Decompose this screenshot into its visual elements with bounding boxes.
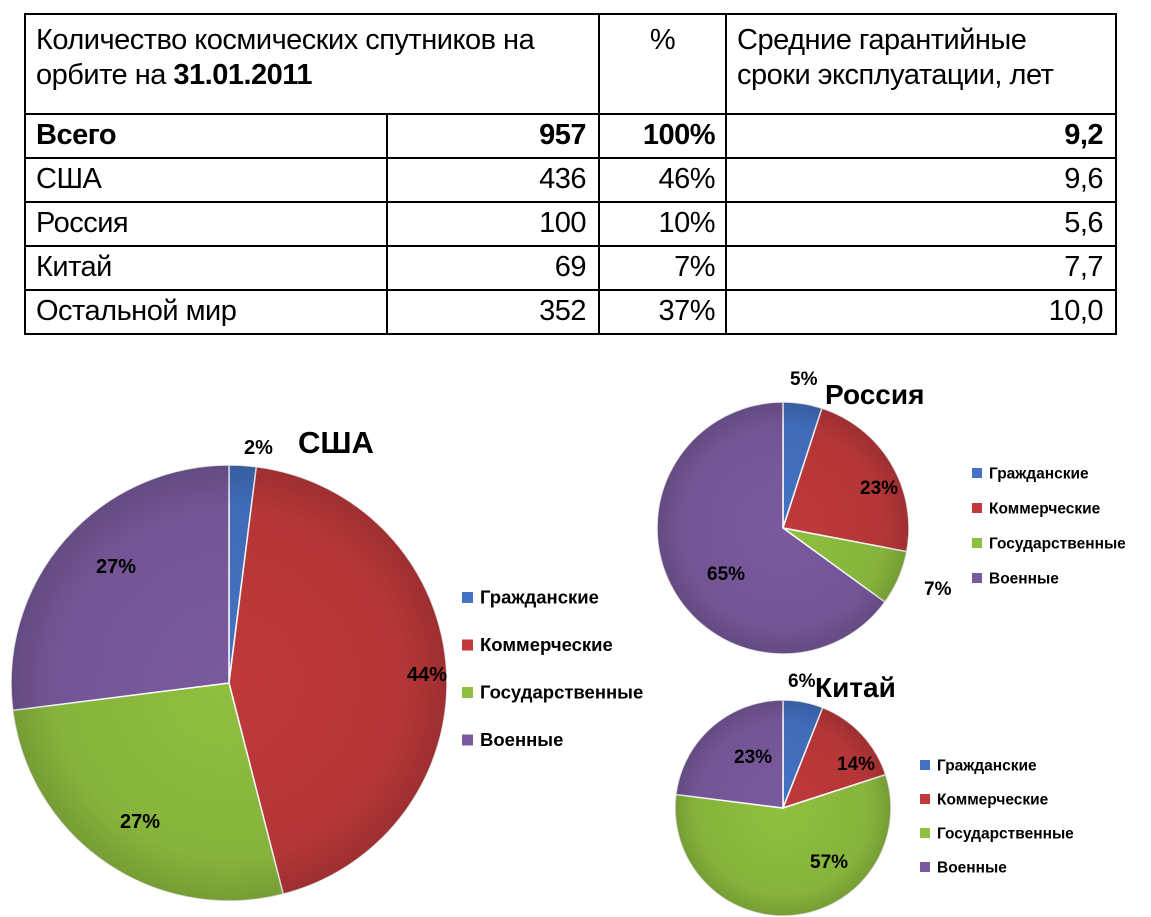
row-percent: 37% [598, 289, 728, 335]
russia-legend-label-military: Военные [989, 571, 1059, 588]
header-lifetime-line2: сроки эксплуатации, лет [737, 59, 1054, 92]
china-legend-swatch-civil [920, 760, 930, 770]
header-lifetime-line1: Средние гарантийные [737, 24, 1027, 56]
table-row-rest: Остальной мир 352 37% 10,0 [24, 289, 1118, 335]
header-date: 31.01.2011 [173, 59, 312, 92]
china-legend-swatch-commercial [920, 794, 930, 804]
header-lifetime: Средние гарантийные сроки эксплуатации, … [725, 13, 1118, 115]
russia-legend: Гражданские Коммерческие Государственные Во… [972, 466, 1126, 588]
china-label-civil: 6% [788, 671, 816, 692]
row-name: Всего [24, 113, 388, 159]
china-label-government: 57% [810, 852, 848, 873]
table-row-total: Всего 957 100% 9,2 [24, 113, 1118, 159]
usa-legend-swatch-civil [462, 592, 473, 603]
row-name: Китай [24, 245, 388, 291]
usa-label-government: 27% [120, 811, 160, 833]
row-lifetime: 9,2 [725, 113, 1118, 159]
table-row-china: Китай 69 7% 7,7 [24, 245, 1118, 291]
russia-label-civil: 5% [790, 369, 818, 390]
row-count: 69 [385, 245, 601, 291]
row-lifetime: 10,0 [725, 289, 1118, 335]
usa-label-civil: 2% [244, 437, 273, 459]
usa-legend: Гражданские Коммерческие Государственные Во… [462, 587, 643, 750]
row-count: 352 [385, 289, 601, 335]
russia-legend-swatch-military [972, 573, 982, 583]
usa-legend-swatch-government [462, 687, 473, 698]
header-count-line1: Количество космических спутников на [36, 24, 535, 56]
row-count: 957 [385, 113, 601, 159]
usa-legend-label-civil: Гражданские [480, 587, 599, 608]
row-name: Остальной мир [24, 289, 388, 335]
russia-legend-label-government: Государственные [989, 536, 1126, 553]
usa-label-military: 27% [96, 556, 136, 578]
row-percent: 46% [598, 157, 728, 203]
russia-chart-title: Россия [825, 379, 924, 410]
row-lifetime: 5,6 [725, 201, 1118, 247]
row-count: 436 [385, 157, 601, 203]
row-name: США [24, 157, 388, 203]
table-row-russia: Россия 100 10% 5,6 [24, 201, 1118, 247]
china-legend-label-military: Военные [937, 860, 1007, 877]
row-percent: 7% [598, 245, 728, 291]
usa-legend-label-military: Военные [480, 729, 563, 750]
china-legend-label-civil: Гражданские [937, 758, 1037, 775]
russia-legend-label-civil: Гражданские [989, 466, 1089, 483]
russia-legend-swatch-civil [972, 468, 982, 478]
china-label-commercial: 14% [837, 754, 875, 775]
row-percent: 10% [598, 201, 728, 247]
usa-legend-swatch-commercial [462, 639, 473, 651]
usa-slice-military [10, 464, 230, 712]
usa-legend-label-commercial: Коммерческие [480, 634, 613, 655]
table-header-row: Количество космических спутников на орби… [23, 13, 1118, 115]
usa-pie-chart: 2% 44% 27% 27% США Гражданские Коммерческие Гос… [10, 425, 643, 902]
usa-chart-title: США [298, 425, 374, 460]
china-pie-chart: 6%14%57%23%КитайГражданскиеКоммерческиеГ… [674, 671, 1074, 917]
china-legend-swatch-government [920, 828, 930, 838]
china-legend-label-commercial: Коммерческие [937, 792, 1049, 809]
header-percent: % [598, 13, 728, 115]
row-percent: 100% [598, 113, 728, 159]
usa-label-commercial: 44% [407, 664, 447, 686]
china-legend-swatch-military [920, 862, 930, 872]
header-count: Количество космических спутников на орби… [23, 13, 601, 115]
china-label-military: 23% [734, 747, 772, 768]
row-count: 100 [385, 201, 601, 247]
header-count-line2: орбите на [36, 59, 174, 92]
china-legend-label-government: Государственные [937, 826, 1074, 843]
row-lifetime: 7,7 [725, 245, 1118, 291]
russia-label-government: 7% [924, 579, 952, 600]
russia-pie-chart: 5%23%7%65%РоссияГражданскиеКоммерческиеГ… [656, 369, 1126, 655]
row-lifetime: 9,6 [725, 157, 1118, 203]
row-name: Россия [24, 201, 388, 247]
satellites-table: Количество космических спутников на орби… [23, 13, 1118, 335]
russia-label-military: 65% [707, 564, 745, 585]
russia-legend-label-commercial: Коммерческие [989, 501, 1101, 518]
russia-legend-swatch-government [972, 538, 982, 548]
table-row-usa: США 436 46% 9,6 [24, 157, 1118, 203]
usa-legend-label-government: Государственные [480, 682, 643, 703]
russia-legend-swatch-commercial [972, 503, 982, 513]
china-chart-title: Китай [815, 672, 896, 703]
usa-legend-swatch-military [462, 734, 473, 746]
china-legend: Гражданские Коммерческие Государственные Во… [920, 758, 1074, 877]
russia-label-commercial: 23% [860, 478, 898, 499]
